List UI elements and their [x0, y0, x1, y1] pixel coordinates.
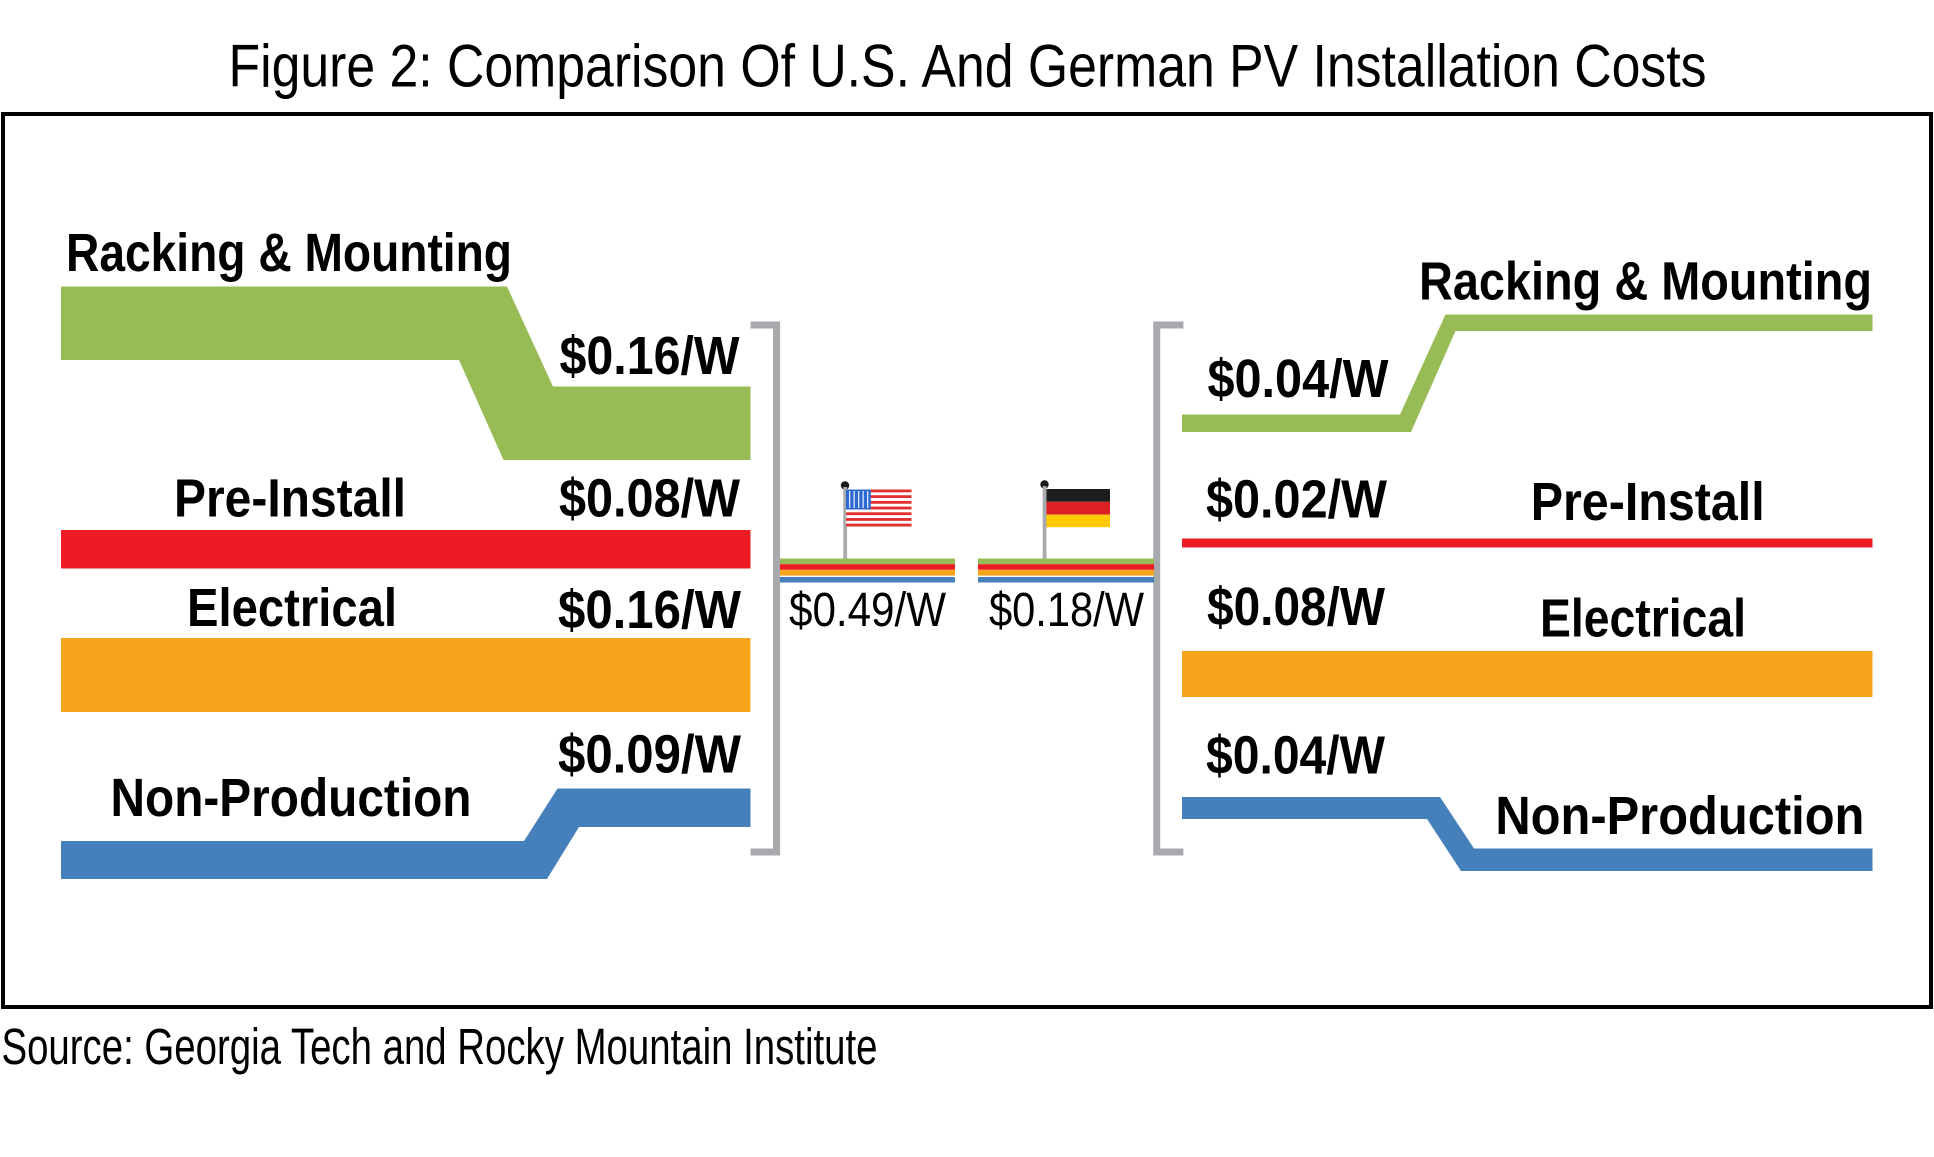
svg-text:Electrical: Electrical: [187, 578, 397, 638]
svg-text:$0.08/W: $0.08/W: [1207, 577, 1385, 637]
svg-text:Pre-Install: Pre-Install: [1531, 472, 1765, 532]
svg-text:$0.16/W: $0.16/W: [560, 326, 740, 386]
svg-text:Racking & Mounting: Racking & Mounting: [1419, 252, 1872, 312]
svg-text:$0.02/W: $0.02/W: [1206, 469, 1387, 529]
svg-text:Non-Production: Non-Production: [1495, 786, 1864, 846]
svg-text:Pre-Install: Pre-Install: [174, 469, 406, 529]
svg-text:Racking & Mounting: Racking & Mounting: [66, 223, 512, 283]
svg-text:$0.16/W: $0.16/W: [558, 580, 741, 640]
svg-text:$0.08/W: $0.08/W: [559, 469, 740, 529]
svg-text:$0.09/W: $0.09/W: [558, 725, 741, 785]
svg-text:Figure 2: Comparison Of U.S. A: Figure 2: Comparison Of U.S. And German …: [229, 33, 1707, 100]
svg-text:$0.49/W: $0.49/W: [789, 584, 947, 637]
svg-text:$0.04/W: $0.04/W: [1206, 726, 1385, 786]
svg-text:$0.18/W: $0.18/W: [989, 584, 1145, 637]
svg-text:$0.04/W: $0.04/W: [1208, 349, 1389, 409]
svg-text:Electrical: Electrical: [1540, 589, 1746, 649]
svg-text:Non-Production: Non-Production: [111, 768, 472, 828]
svg-text:Source: Georgia Tech and Rocky: Source: Georgia Tech and Rocky Mountain …: [2, 1018, 878, 1075]
